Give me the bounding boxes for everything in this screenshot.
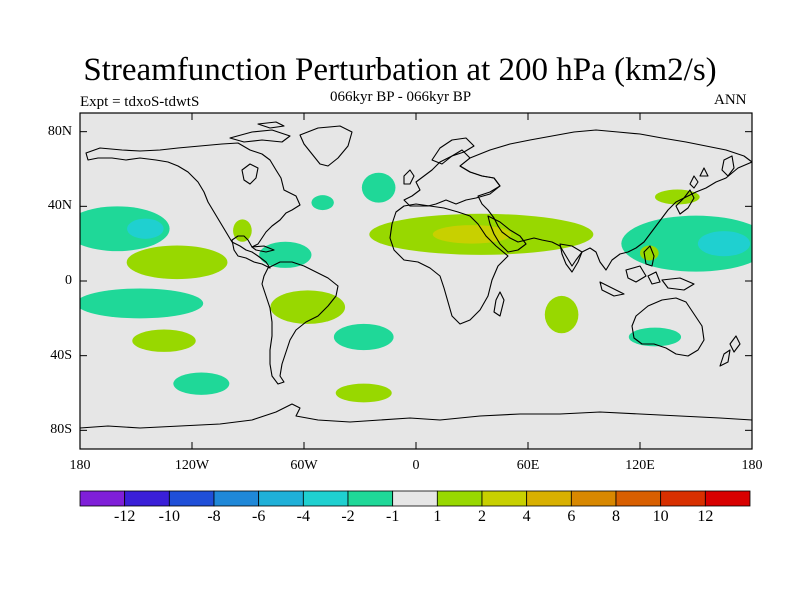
y-tick-label: 40S — [50, 347, 72, 363]
period-label: 066kyr BP - 066kyr BP — [330, 89, 472, 105]
anomaly-region — [654, 189, 700, 205]
anomaly-region — [361, 172, 396, 203]
anomaly-region — [126, 245, 228, 280]
britain-coast — [403, 169, 415, 185]
coastlines — [80, 121, 752, 429]
anomaly-region — [544, 295, 579, 334]
y-tick-label: 80S — [50, 422, 72, 438]
anomaly-region — [311, 195, 334, 211]
colorbar-label: 8 — [612, 508, 620, 525]
colorbar-swatch — [526, 490, 572, 507]
colorbar-label: -10 — [158, 508, 180, 525]
anomaly-core — [432, 225, 512, 244]
axis-ticks — [79, 113, 753, 449]
indonesia-coast — [599, 265, 695, 297]
experiment-label: Expt = tdxoS-tdwtS — [80, 94, 200, 110]
philippines-coast — [643, 245, 655, 267]
colorbar-label: 12 — [697, 508, 714, 525]
madagascar-coast — [493, 291, 505, 317]
anomaly-core — [697, 231, 751, 257]
anomaly-region — [335, 383, 392, 403]
new-zealand-coast — [719, 335, 741, 367]
india-coast — [559, 243, 583, 273]
anomaly-core — [127, 218, 164, 239]
colorbar — [79, 490, 751, 507]
colorbar-label: -8 — [207, 508, 221, 525]
colorbar-label: -6 — [251, 508, 266, 525]
anomaly-region — [333, 323, 394, 351]
colorbar-swatch — [392, 490, 438, 507]
season-label: ANN — [714, 92, 747, 108]
anomaly-region — [270, 290, 346, 324]
x-tick-label: 180 — [741, 458, 763, 473]
colorbar-label: -12 — [113, 508, 136, 525]
colorbar-label: -4 — [296, 508, 310, 525]
colorbar-label: -1 — [385, 508, 400, 525]
x-tick-label: 120E — [625, 458, 655, 473]
anomaly-region — [80, 206, 170, 252]
colorbar-swatch — [124, 490, 170, 507]
colorbar-label: 10 — [652, 508, 669, 525]
cuba-coast — [251, 245, 275, 253]
arctic-islands-coast — [229, 121, 291, 143]
y-tick-label: 0 — [65, 273, 72, 288]
scandinavia-coast — [431, 137, 475, 165]
chart-title: Streamfunction Perturbation at 200 hPa (… — [83, 52, 717, 88]
anomaly-region — [640, 245, 659, 261]
south-america-coast — [261, 261, 339, 385]
colorbar-label: -2 — [341, 508, 355, 525]
colorbar-label: 1 — [433, 508, 442, 525]
y-tick-label: 80N — [47, 123, 72, 139]
y-tick-label: 40N — [47, 198, 72, 214]
anomaly-region — [259, 241, 312, 268]
colorbar-swatch — [79, 490, 126, 507]
anomaly-region — [80, 288, 204, 319]
colorbar-swatch — [436, 490, 483, 507]
x-tick-label: 0 — [412, 458, 420, 473]
hudson-bay-coast — [241, 163, 259, 185]
colorbar-swatch — [615, 490, 662, 507]
japan-coast — [675, 175, 699, 215]
x-tick-label: 60W — [290, 458, 318, 473]
colorbar-swatch — [347, 490, 394, 507]
x-tick-label: 120W — [174, 458, 210, 473]
arabia-coast — [487, 215, 527, 253]
colorbar-swatch — [302, 490, 349, 507]
x-tick-label: 60E — [516, 458, 540, 473]
antarctica-coast — [80, 403, 752, 429]
colorbar-swatch — [168, 490, 215, 507]
anomaly-region — [132, 329, 196, 352]
north-america-coast — [85, 142, 301, 269]
anomaly-regions — [80, 172, 752, 403]
anomaly-region — [233, 219, 252, 242]
colorbar-swatch — [660, 490, 706, 507]
colorbar-swatch — [481, 490, 528, 507]
colorbar-swatch — [258, 490, 304, 507]
x-tick-label: 180 — [69, 458, 91, 473]
asia-coast — [459, 129, 752, 271]
colorbar-label: 6 — [567, 508, 576, 525]
africa-coast — [389, 203, 509, 325]
sakhalin-kamchatka-coast — [699, 155, 735, 177]
anomaly-region — [628, 327, 682, 347]
greenland-coast — [299, 125, 353, 167]
colorbar-swatch — [213, 490, 260, 507]
plot-background — [80, 113, 752, 449]
colorbar-swatch — [570, 490, 617, 507]
colorbar-swatch — [704, 490, 751, 507]
colorbar-label: 2 — [478, 508, 486, 525]
anomaly-region — [173, 372, 230, 395]
australia-coast — [631, 297, 705, 357]
colorbar-label: 4 — [522, 508, 531, 525]
